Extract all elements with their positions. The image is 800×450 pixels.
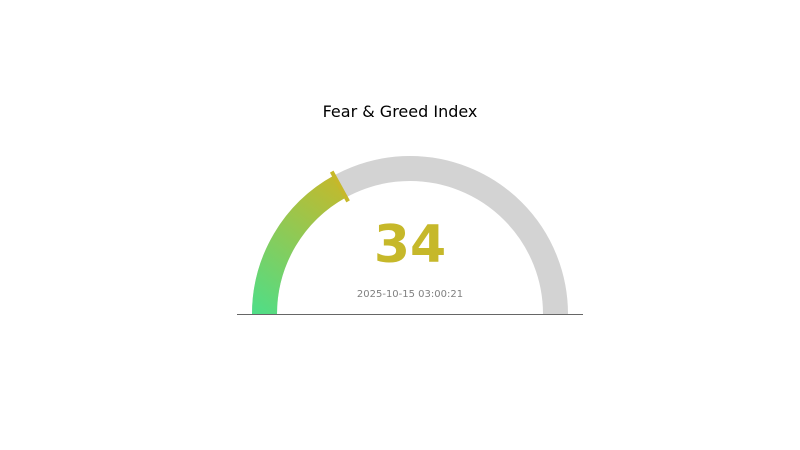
chart-title: Fear & Greed Index <box>322 102 478 121</box>
gauge-value-arc <box>252 175 347 315</box>
gauge-needle-marker <box>329 170 350 203</box>
gauge-value: 34 <box>374 215 446 275</box>
gauge-timestamp: 2025-10-15 03:00:21 <box>357 289 463 300</box>
